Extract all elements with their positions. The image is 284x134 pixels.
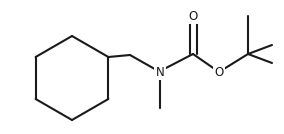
- Text: O: O: [188, 10, 198, 23]
- Text: O: O: [214, 66, 224, 79]
- Text: N: N: [156, 66, 164, 79]
